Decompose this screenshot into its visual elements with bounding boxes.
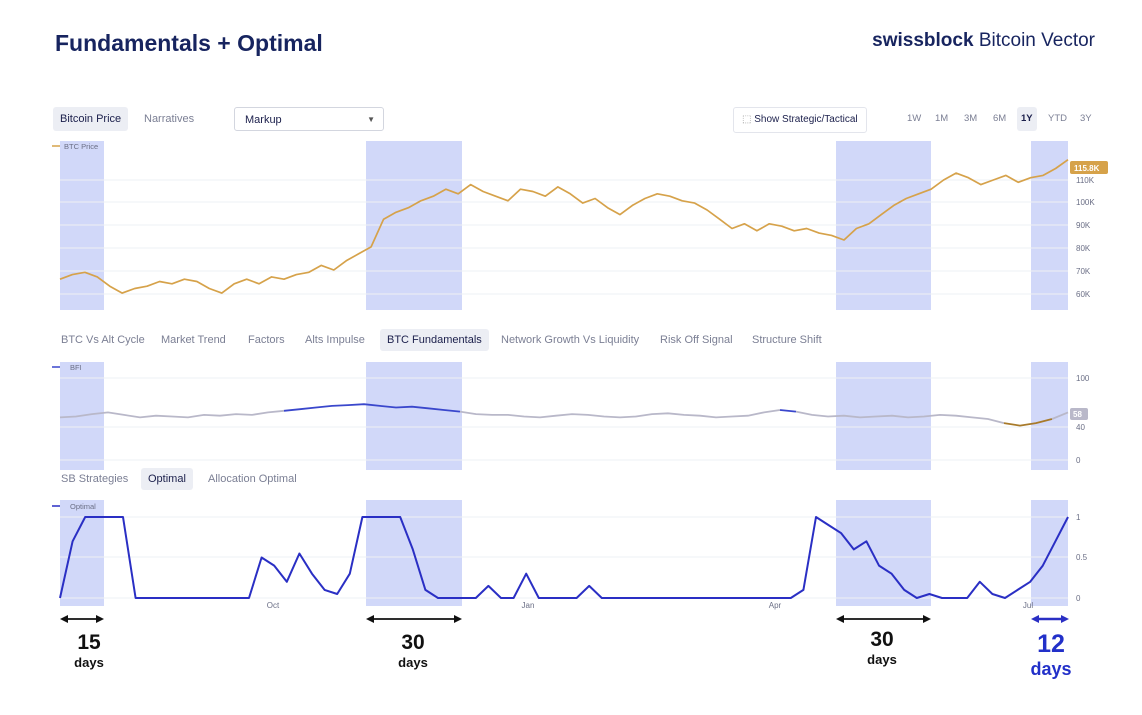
brand-bold: swissblock xyxy=(872,30,974,51)
bfi-line xyxy=(283,403,461,413)
brand-rest: Bitcoin Vector xyxy=(973,30,1095,51)
tab-risk-off-signal[interactable]: Risk Off Signal xyxy=(660,334,733,346)
arrow-30-days-a-head-left xyxy=(366,615,374,623)
chart-toolbar: Bitcoin Price Narratives Markup ▼ ⬚ Show … xyxy=(0,107,1142,133)
y-tick-label: 100K xyxy=(1076,198,1095,207)
y-tick-label: 90K xyxy=(1076,221,1091,230)
range-3m[interactable]: 3M xyxy=(964,113,978,124)
tab-bitcoin-price[interactable]: Bitcoin Price xyxy=(53,107,129,131)
tab-optimal[interactable]: Optimal xyxy=(141,468,193,490)
annotation-12-days: 12 days xyxy=(1019,630,1083,680)
tab-factors[interactable]: Factors xyxy=(248,334,285,346)
y-tick-label: 60K xyxy=(1076,290,1091,299)
x-tick-label: Oct xyxy=(267,601,280,610)
arrow-15-days-head-right xyxy=(96,615,104,623)
brand-logo: swissblock Bitcoin Vector xyxy=(872,30,1095,52)
strategy-tabs: SB Strategies Optimal Allocation Optimal xyxy=(0,468,1142,490)
y-tick-label: 0.5 xyxy=(1076,553,1088,562)
annotation-30-days-b: 30 days xyxy=(852,628,912,667)
annotation-unit: days xyxy=(398,655,428,670)
btc-price-line xyxy=(59,159,1069,294)
annotation-unit: days xyxy=(74,655,104,670)
range-1m[interactable]: 1M xyxy=(935,113,949,124)
bfi-line xyxy=(59,409,285,419)
tab-narratives[interactable]: Narratives xyxy=(144,113,195,125)
y-tick-label: 40 xyxy=(1076,423,1085,432)
y-tick-label: 0 xyxy=(1076,456,1081,465)
y-tick-label: 1 xyxy=(1076,513,1081,522)
range-1y[interactable]: 1Y xyxy=(1017,107,1037,131)
tab-alts-impulse[interactable]: Alts Impulse xyxy=(305,334,365,346)
current-price-label: 115.8K xyxy=(1074,164,1100,173)
arrow-30-days-a-head-right xyxy=(454,615,462,623)
arrow-30-days-b-head-right xyxy=(923,615,931,623)
current-bfi-label: 58 xyxy=(1073,410,1082,419)
markup-select-value: Markup xyxy=(245,114,282,126)
show-strategic-tactical-button[interactable]: ⬚ Show Strategic/Tactical xyxy=(733,107,867,133)
tab-btc-fundamentals[interactable]: BTC Fundamentals xyxy=(380,329,489,351)
x-tick-label: Jul xyxy=(1023,601,1033,610)
tab-allocation-optimal[interactable]: Allocation Optimal xyxy=(208,473,297,485)
markup-select[interactable]: Markup ▼ xyxy=(234,107,384,131)
highlight-band xyxy=(1031,362,1068,470)
current-bfi-badge xyxy=(1070,408,1088,420)
bfi-line xyxy=(1003,418,1053,427)
annotation-number: 30 xyxy=(401,631,425,654)
toggle-icon: ⬚ xyxy=(742,114,755,125)
y-tick-label: 100 xyxy=(1076,374,1090,383)
annotation-number: 12 xyxy=(1037,630,1065,658)
tab-sb-strategies[interactable]: SB Strategies xyxy=(61,473,129,485)
range-ytd[interactable]: YTD xyxy=(1048,113,1067,124)
x-tick-label: Apr xyxy=(769,601,782,610)
current-price-badge xyxy=(1070,161,1108,174)
annotation-unit: days xyxy=(867,652,897,667)
y-tick-label: 70K xyxy=(1076,267,1091,276)
annotation-30-days-a: 30 days xyxy=(383,631,443,670)
tab-structure-shift[interactable]: Structure Shift xyxy=(752,334,822,346)
annotation-number: 15 xyxy=(77,631,101,654)
arrow-12-days-head-left xyxy=(1031,615,1039,623)
page-title: Fundamentals + Optimal xyxy=(55,30,323,56)
arrow-15-days-head-left xyxy=(60,615,68,623)
bfi-line xyxy=(1051,411,1069,420)
arrow-12-days-head-right xyxy=(1061,615,1069,623)
chevron-down-icon: ▼ xyxy=(367,115,375,124)
bfi-line xyxy=(459,409,781,419)
y-tick-label: 0 xyxy=(1076,594,1081,603)
bfi-line xyxy=(795,410,1005,424)
highlight-band xyxy=(836,500,931,606)
bfi-line xyxy=(779,409,797,413)
y-tick-label: 80K xyxy=(1076,244,1091,253)
highlight-band xyxy=(60,500,104,606)
optimal-line xyxy=(59,516,1069,599)
annotation-number: 30 xyxy=(870,628,894,651)
range-1w[interactable]: 1W xyxy=(907,113,922,124)
legend-bfi: BFI xyxy=(70,363,82,372)
annotation-15-days: 15 days xyxy=(62,631,116,670)
tab-network-growth-vs-liquidity[interactable]: Network Growth Vs Liquidity xyxy=(501,334,640,346)
indicator-tabs: BTC Vs Alt Cycle Market Trend Factors Al… xyxy=(0,329,1142,351)
y-tick-label: 110K xyxy=(1076,176,1095,185)
range-6m[interactable]: 6M xyxy=(993,113,1007,124)
legend-optimal: Optimal xyxy=(70,502,96,511)
highlight-band xyxy=(366,362,462,470)
range-3y[interactable]: 3Y xyxy=(1080,113,1092,124)
legend-btc-price: BTC Price xyxy=(64,142,98,151)
tab-btc-vs-alt-cycle[interactable]: BTC Vs Alt Cycle xyxy=(61,334,145,346)
annotation-unit: days xyxy=(1030,659,1072,679)
x-tick-label: Jan xyxy=(522,601,535,610)
tab-market-trend[interactable]: Market Trend xyxy=(161,334,226,346)
show-strategic-tactical-label: Show Strategic/Tactical xyxy=(754,114,858,125)
arrow-30-days-b-head-left xyxy=(836,615,844,623)
